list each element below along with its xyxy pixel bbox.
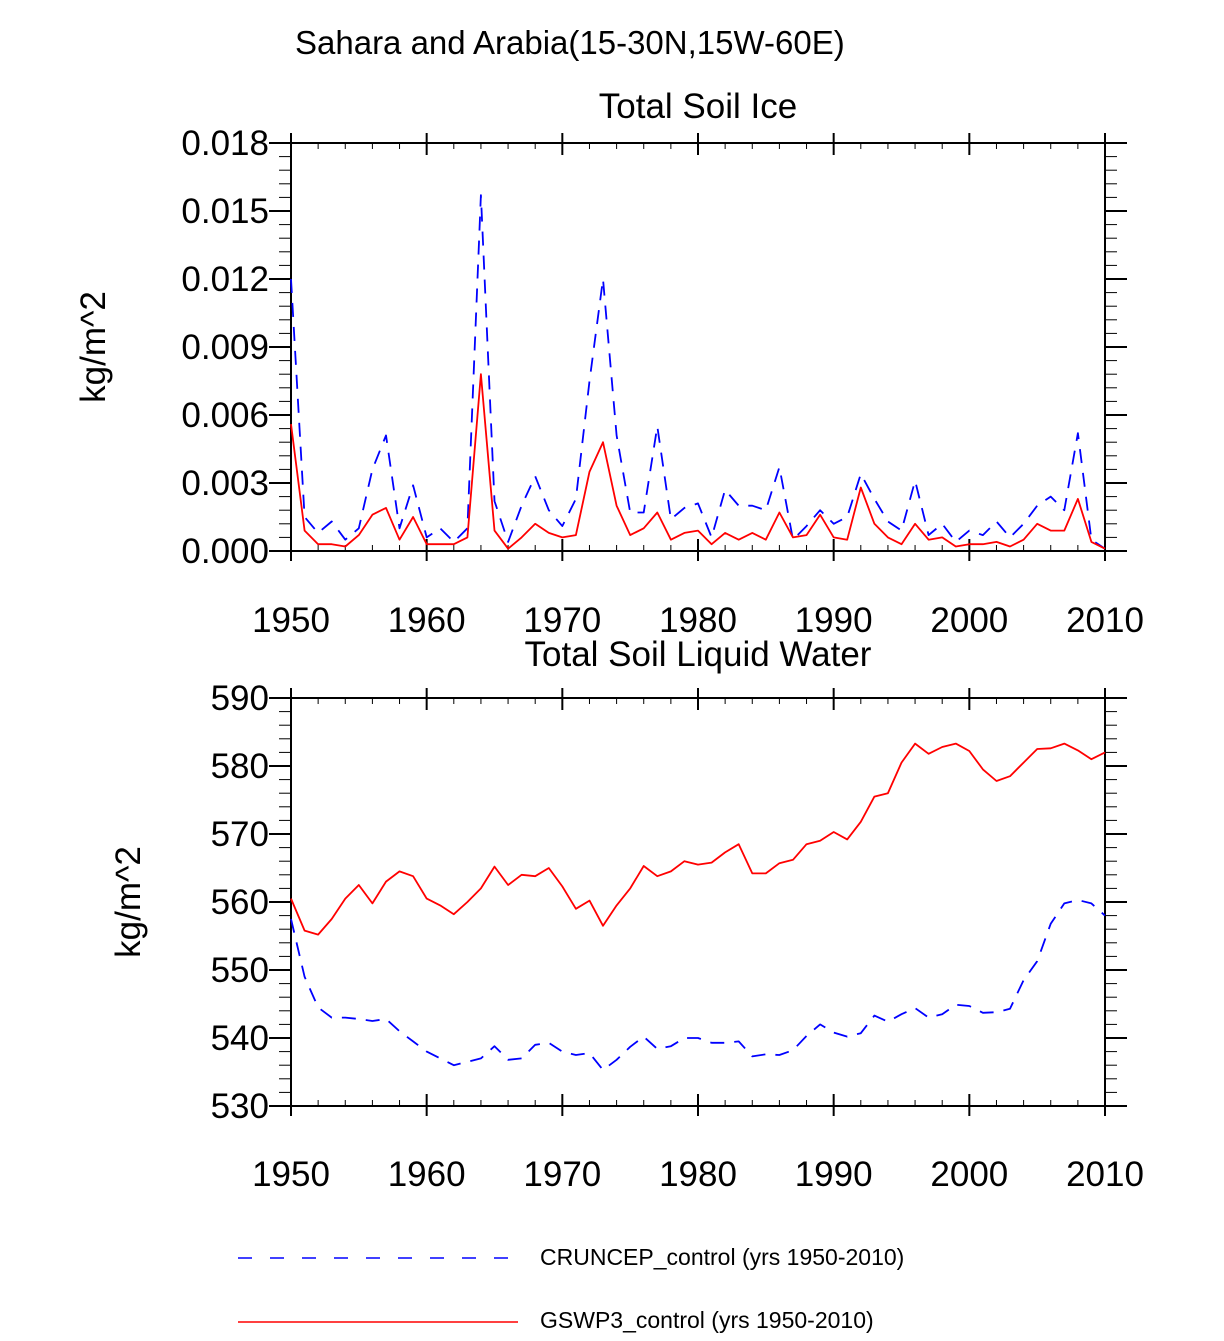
- legend-label-cruncep: CRUNCEP_control (yrs 1950-2010): [540, 1244, 905, 1270]
- series-line-cruncep: [290, 194, 1106, 550]
- series-line-gswp3: [290, 373, 1106, 550]
- x-tick-label: 2010: [1066, 601, 1144, 640]
- y-tick-label: 590: [211, 679, 269, 718]
- y-axis-label: kg/m^2: [109, 846, 148, 958]
- legend-lines: [238, 1257, 518, 1323]
- panel-title: Total Soil Ice: [599, 87, 797, 126]
- y-tick-label: 0.006: [181, 396, 269, 435]
- y-axis-label: kg/m^2: [74, 291, 113, 403]
- x-tick-label: 1960: [388, 1155, 466, 1194]
- panel-total-soil-ice: 1950 1960 1970 1980 1990 2000 2010 0.000 0.003 0.…: [74, 87, 1144, 640]
- y-tick-label: 0.003: [181, 464, 269, 503]
- panel-total-soil-liquid-water: 1950 1960 1970 1980 1990 2000 2010 530 540 550 560…: [109, 635, 1144, 1194]
- y-tick-label: 570: [211, 815, 269, 854]
- legend-label-gswp3: GSWP3_control (yrs 1950-2010): [540, 1307, 874, 1333]
- y-tick-label: 550: [211, 951, 269, 990]
- y-tick-label: 560: [211, 883, 269, 922]
- y-tick-label: 0.015: [181, 192, 269, 231]
- y-tick-label: 530: [211, 1087, 269, 1126]
- x-tick-label: 1950: [252, 1155, 330, 1194]
- x-tick-label: 1970: [523, 1155, 601, 1194]
- x-tick-label: 1990: [795, 601, 873, 640]
- x-tick-label: 1970: [523, 601, 601, 640]
- y-tick-label: 540: [211, 1019, 269, 1058]
- x-tick-label: 1980: [659, 601, 737, 640]
- x-tick-label: 1950: [252, 601, 330, 640]
- plot-frame: [290, 142, 1106, 552]
- x-tick-label: 2000: [930, 601, 1008, 640]
- series-line-cruncep: [290, 899, 1106, 1071]
- x-tick-label: 1960: [388, 601, 466, 640]
- series-line-gswp3: [290, 742, 1106, 936]
- x-tick-label: 1980: [659, 1155, 737, 1194]
- y-tick-label: 0.009: [181, 328, 269, 367]
- y-tick-label: 0.000: [181, 532, 269, 571]
- y-tick-label: 0.018: [181, 124, 269, 163]
- x-tick-label: 2010: [1066, 1155, 1144, 1194]
- x-tick-label: 2000: [930, 1155, 1008, 1194]
- figure-title: Sahara and Arabia(15-30N,15W-60E): [295, 24, 845, 61]
- y-tick-label: 0.012: [181, 260, 269, 299]
- y-tick-label: 580: [211, 747, 269, 786]
- plot-frame: [290, 697, 1106, 1107]
- x-tick-label: 1990: [795, 1155, 873, 1194]
- panel-title: Total Soil Liquid Water: [525, 635, 872, 674]
